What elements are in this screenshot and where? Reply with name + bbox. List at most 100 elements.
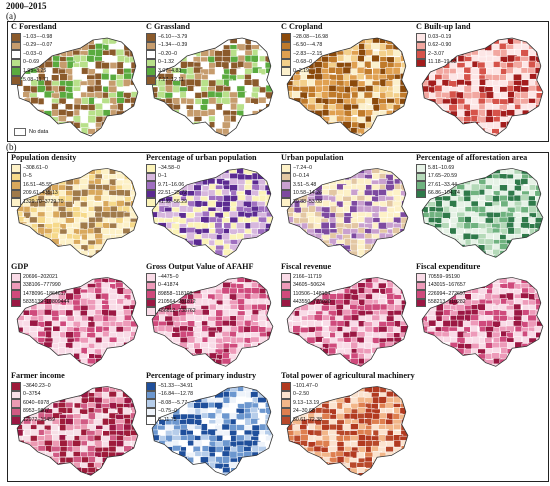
county-region bbox=[528, 115, 538, 124]
county-region bbox=[9, 85, 15, 92]
county-region bbox=[144, 436, 152, 444]
county-region bbox=[65, 172, 74, 179]
county-region bbox=[400, 249, 408, 256]
county-region bbox=[157, 227, 166, 236]
county-region bbox=[442, 239, 452, 247]
county-region bbox=[435, 116, 446, 125]
county-region bbox=[131, 168, 138, 170]
county-region bbox=[172, 255, 181, 258]
county-region bbox=[499, 195, 508, 202]
county-region bbox=[17, 452, 19, 461]
county-region bbox=[287, 128, 288, 136]
county-region bbox=[264, 127, 273, 136]
county-region bbox=[436, 132, 447, 136]
county-region bbox=[392, 363, 402, 367]
county-region bbox=[435, 238, 445, 246]
county-region bbox=[428, 353, 439, 360]
county-region bbox=[422, 227, 424, 235]
county-region bbox=[365, 134, 373, 136]
legend-item: 443550−773020 bbox=[281, 298, 331, 308]
county-region bbox=[287, 238, 295, 245]
legend-label: 29.88−53.08 bbox=[293, 199, 322, 206]
county-region bbox=[229, 364, 239, 367]
county-region bbox=[59, 359, 69, 367]
county-region bbox=[521, 79, 530, 87]
county-region bbox=[371, 168, 382, 170]
county-region bbox=[427, 104, 437, 112]
county-region bbox=[407, 314, 408, 324]
county-region bbox=[22, 115, 32, 125]
county-region bbox=[152, 451, 162, 459]
county-region bbox=[441, 359, 451, 366]
county-region bbox=[158, 250, 170, 258]
county-region bbox=[528, 90, 538, 99]
county-region bbox=[422, 223, 423, 232]
county-region bbox=[307, 364, 318, 367]
county-region bbox=[414, 234, 422, 241]
figure-title: 2000–2015 bbox=[6, 1, 47, 11]
county-region bbox=[399, 255, 408, 258]
county-region bbox=[152, 342, 155, 351]
county-region bbox=[130, 293, 138, 300]
county-region bbox=[363, 205, 374, 213]
county-region bbox=[463, 255, 472, 258]
legend-swatch bbox=[281, 290, 291, 299]
county-region bbox=[265, 457, 273, 465]
county-region bbox=[271, 315, 273, 322]
county-region bbox=[299, 120, 308, 128]
county-region bbox=[250, 127, 260, 136]
county-region bbox=[293, 352, 303, 360]
county-region bbox=[401, 168, 408, 170]
county-region bbox=[229, 303, 238, 311]
legend-swatch bbox=[281, 298, 291, 308]
legend-item: 0−2.19 bbox=[281, 67, 328, 76]
legend-swatch bbox=[416, 298, 426, 308]
county-region bbox=[392, 109, 402, 120]
legend-item: 16.51−45.55 bbox=[11, 181, 64, 190]
county-region bbox=[87, 168, 97, 170]
county-region bbox=[258, 96, 267, 104]
county-region bbox=[251, 244, 261, 253]
county-region bbox=[394, 353, 404, 362]
county-region bbox=[200, 255, 210, 258]
county-region bbox=[258, 116, 269, 126]
legend-label: −1.03−−0.98 bbox=[23, 33, 53, 40]
county-region bbox=[101, 121, 110, 132]
county-region bbox=[314, 364, 324, 367]
county-region bbox=[307, 249, 316, 258]
county-region bbox=[193, 250, 203, 258]
legend-item: 22.51−25.72 bbox=[146, 189, 187, 199]
county-region bbox=[152, 451, 154, 461]
county-region bbox=[129, 168, 138, 177]
legend-item: 1329.70−3729.70 bbox=[11, 198, 64, 207]
county-region bbox=[544, 293, 549, 300]
county-region bbox=[544, 179, 549, 186]
legend-item: −0.03−0 bbox=[11, 50, 52, 59]
county-region bbox=[378, 249, 387, 258]
county-region bbox=[329, 133, 340, 136]
county-region bbox=[400, 282, 408, 291]
county-region bbox=[370, 61, 380, 69]
county-region bbox=[243, 108, 254, 118]
county-region bbox=[122, 462, 132, 470]
county-region bbox=[400, 108, 408, 119]
county-region bbox=[179, 121, 189, 128]
county-region bbox=[513, 249, 524, 258]
no-data-swatch bbox=[14, 128, 26, 136]
county-region bbox=[463, 359, 473, 366]
county-region bbox=[292, 348, 301, 356]
county-region bbox=[386, 134, 396, 136]
county-region bbox=[513, 238, 523, 247]
county-region bbox=[527, 250, 537, 258]
county-region bbox=[136, 173, 138, 180]
county-region bbox=[541, 348, 543, 357]
region-outline bbox=[286, 168, 409, 258]
county-region bbox=[131, 121, 138, 131]
county-region bbox=[131, 132, 138, 136]
county-region bbox=[448, 363, 459, 367]
panel-title: Percentage of urban population bbox=[146, 153, 257, 162]
legend: −3640.23−0 0−3754 6040−6978 8953−9867 12972−… bbox=[11, 382, 55, 425]
legend-label: 3.07−4.83 bbox=[158, 68, 182, 75]
county-region bbox=[498, 216, 510, 223]
county-region bbox=[101, 38, 111, 39]
